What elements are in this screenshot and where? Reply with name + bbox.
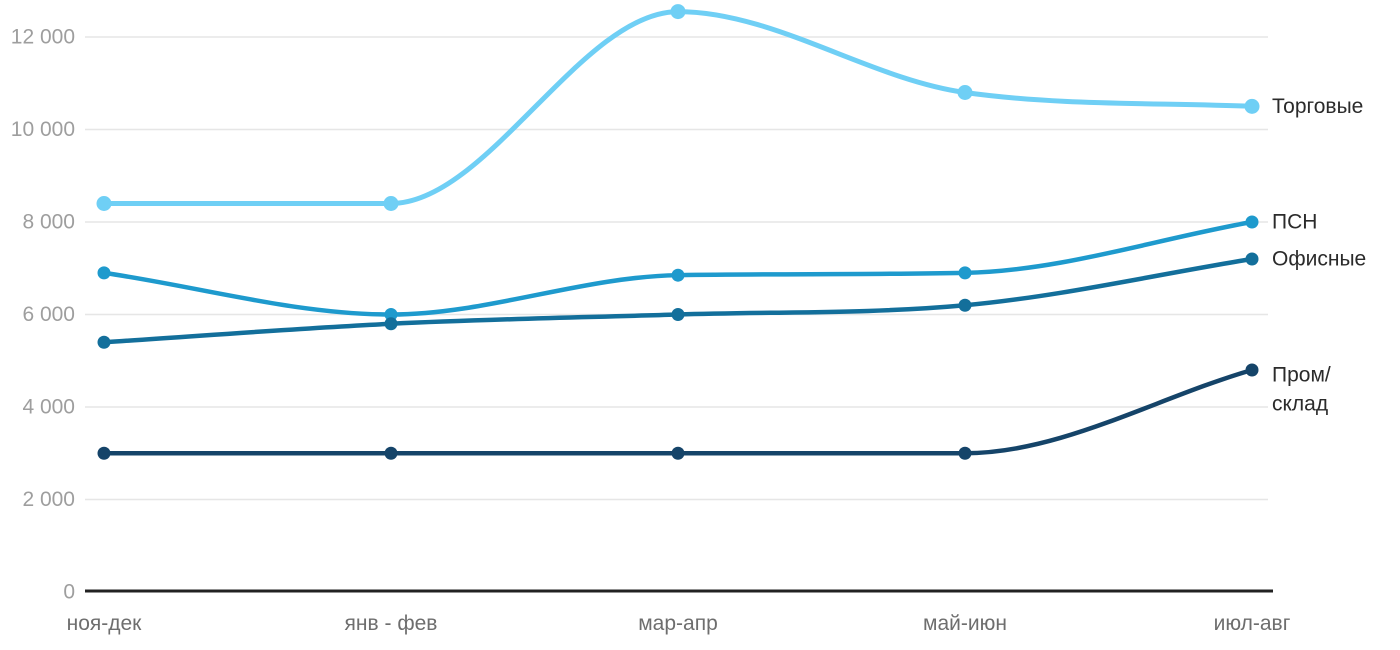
series-label: Офисные: [1272, 248, 1366, 271]
x-axis-tick-label: май-июн: [923, 612, 1007, 635]
data-point-marker: [1245, 363, 1259, 377]
y-axis-tick-label: 8 000: [22, 211, 75, 234]
data-point-marker: [97, 335, 111, 349]
data-point-marker: [957, 85, 973, 100]
data-point-marker: [96, 196, 112, 211]
series-line-2: [101, 219, 1255, 317]
x-axis-tick-label: июл-авг: [1214, 612, 1291, 635]
data-point-marker: [1245, 252, 1259, 266]
data-point-marker: [671, 308, 685, 321]
data-point-marker: [97, 446, 111, 460]
data-point-marker: [958, 266, 972, 280]
y-axis-tick-label: 10 000: [11, 118, 75, 141]
data-point-marker: [384, 317, 398, 331]
series-label: Пром/: [1272, 364, 1331, 387]
data-point-marker: [97, 266, 111, 280]
y-axis-tick-label: 4 000: [22, 396, 75, 419]
data-point-marker: [383, 196, 399, 211]
data-point-marker: [671, 446, 685, 460]
y-axis-tick-label: 6 000: [22, 303, 75, 326]
series-label: ПСН: [1272, 211, 1317, 234]
y-axis-tick-label: 12 000: [11, 26, 75, 49]
data-point-marker: [958, 298, 972, 312]
data-point-marker: [1245, 215, 1259, 229]
series-label: склад: [1272, 393, 1328, 416]
series-label: Торговые: [1272, 95, 1363, 118]
x-axis-tick-label: мар-апр: [638, 612, 718, 635]
series-line-4: [101, 367, 1255, 456]
data-point-marker: [670, 4, 686, 20]
data-point-marker: [1244, 98, 1260, 114]
y-axis-tick-label: 0: [63, 581, 75, 604]
data-point-marker: [671, 268, 685, 282]
y-axis-tick-label: 2 000: [22, 488, 75, 511]
x-axis-tick-label: янв - фев: [345, 612, 438, 635]
series-line-1: [101, 9, 1255, 207]
data-point-marker: [958, 446, 972, 460]
x-axis-tick-label: ноя-дек: [67, 612, 143, 635]
data-point-marker: [384, 446, 398, 460]
data-point-marker: [384, 308, 398, 321]
